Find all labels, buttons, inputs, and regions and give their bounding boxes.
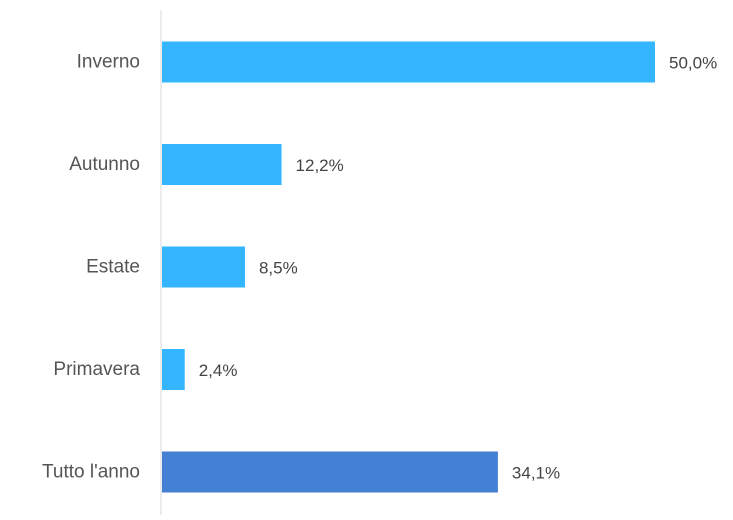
value-label-tutto-l-anno: 34,1% [512,464,560,483]
category-label-tutto-l-anno: Tutto l'anno [42,462,140,483]
value-label-autunno: 12,2% [296,156,344,175]
bar-tutto-l-anno [162,451,498,493]
bar-primavera [162,349,185,390]
value-label-inverno: 50,0% [669,54,717,73]
value-label-estate: 8,5% [259,259,298,278]
category-labels: Inverno Autunno Estate Primavera Tutto l'ann… [42,52,140,483]
value-labels: 50,0% 12,2% 8,5% 2,4% 34,1% [199,54,717,483]
bars-group [162,41,655,493]
category-label-autunno: Autunno [69,154,140,175]
bar-estate [162,246,245,288]
category-label-inverno: Inverno [77,52,140,73]
value-label-primavera: 2,4% [199,361,238,380]
bar-autunno [162,144,282,185]
bar-inverno [162,41,655,83]
category-label-primavera: Primavera [53,359,140,380]
category-label-estate: Estate [86,257,140,278]
